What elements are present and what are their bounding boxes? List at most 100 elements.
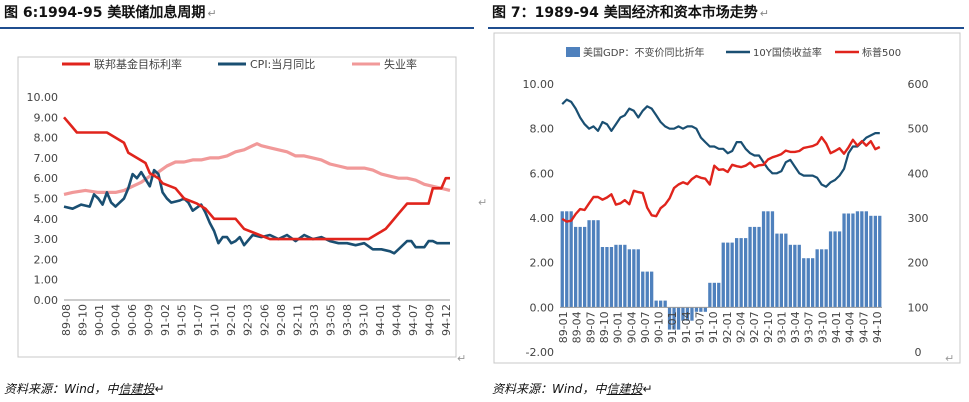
gdp-bar — [770, 211, 775, 308]
gdp-bar — [811, 258, 815, 308]
figure6-source-note: 资料来源：Wind，中信建投↵ — [4, 382, 165, 396]
legend-label: 美国GDP：不变价同比折年 — [583, 46, 704, 59]
figure7-header-rule — [488, 27, 964, 29]
gdp-bar — [708, 282, 712, 308]
chart-frame — [17, 56, 457, 358]
x-tick-label: 92-01 — [721, 311, 734, 343]
y-tick-label: 5.00 — [34, 193, 59, 206]
x-tick-label: 89-01 — [557, 311, 570, 343]
gdp-bar — [694, 307, 699, 312]
x-tick-label: 94-10 — [871, 311, 884, 343]
gdp-bar — [726, 242, 730, 308]
gdp-bar — [703, 307, 707, 312]
y-tick-label: 0.00 — [34, 294, 59, 307]
gdp-bar — [560, 211, 564, 308]
legend-label: 联邦基金目标利率 — [94, 57, 182, 71]
gdp-bar — [864, 211, 868, 308]
y2-tick-label: 600 — [908, 78, 929, 91]
x-tick-label: 90-06 — [126, 304, 139, 336]
x-tick-label: 91-10 — [209, 304, 222, 336]
gdp-bar — [752, 226, 757, 308]
gdp-bar — [820, 249, 824, 308]
y2-tick-label: 500 — [908, 123, 929, 136]
y2-tick-label: 100 — [908, 301, 929, 314]
gdp-bar — [837, 231, 842, 308]
figure7-chart: 美国GDP：不变价同比折年 10Y国债收益率 标普500 10.00 8.00 6.00 4… — [493, 32, 961, 364]
gdp-bar — [685, 307, 690, 321]
x-tick-label: 93-07 — [803, 311, 816, 343]
x-tick-label: 91-02 — [159, 304, 172, 336]
gdp-bar — [721, 242, 725, 308]
y-tick-label: 0.00 — [530, 301, 555, 314]
figure7-source-note: 资料来源：Wind，中信建投↵ — [492, 382, 653, 396]
gdp-bar — [748, 226, 752, 308]
x-tick-label: 94-04 — [844, 311, 857, 343]
gdp-bar — [641, 271, 645, 308]
gdp-bar — [663, 300, 667, 308]
y-tick-label: 2.00 — [530, 257, 555, 270]
x-tick-label: 94-07 — [407, 304, 420, 336]
y-tick-label: 8.00 — [34, 132, 59, 145]
x-tick-label: 94-09 — [423, 304, 436, 336]
paragraph-mark: ↵ — [457, 352, 467, 365]
x-tick-label: 93-08 — [341, 304, 354, 336]
gdp-bar — [846, 213, 851, 308]
figure6-header: 图 6:1994-95 美联储加息周期 ↵ — [4, 5, 217, 21]
gdp-bar — [565, 211, 569, 308]
legend-label: 10Y国债收益率 — [753, 46, 822, 59]
y-tick-label: 4.00 — [530, 212, 555, 225]
gdp-bar — [766, 211, 770, 308]
sp500-line — [561, 136, 881, 223]
x-tick-label: 90-01 — [612, 311, 625, 343]
legend-label: 标普500 — [862, 46, 901, 59]
x-tick-label: 89-07 — [584, 311, 597, 343]
gdp-bar — [815, 249, 819, 308]
figure7-header: 图 7：1989-94 美国经济和资本市场走势 ↵ — [492, 5, 769, 21]
gdp-bar — [824, 249, 828, 308]
gdp-bar — [645, 271, 649, 308]
y2-tick-label: 400 — [908, 167, 929, 180]
gdp-bar — [618, 244, 622, 308]
x-tick-label: 91-07 — [694, 311, 707, 343]
gdp-bar — [735, 238, 739, 308]
x-tick-label: 94-01 — [374, 304, 387, 336]
gdp-bar — [699, 307, 703, 312]
x-tick-label: 92-06 — [258, 304, 271, 336]
x-tick-label: 89-08 — [60, 304, 73, 336]
gdp-bar — [775, 233, 779, 308]
x-tick-label: 90-04 — [625, 311, 638, 343]
y-tick-label: 2.00 — [34, 253, 59, 266]
gdp-bar — [681, 307, 685, 321]
x-tick-label: 89-10 — [77, 304, 90, 336]
gdp-bar — [851, 213, 855, 308]
gdp-bar — [730, 242, 734, 308]
x-tick-label: 93-05 — [324, 304, 337, 336]
gdp-bar — [627, 249, 631, 308]
gdp-bar — [873, 215, 877, 308]
gdp-bar — [797, 244, 801, 308]
paragraph-mark: ↵ — [478, 196, 488, 209]
gdp-bar — [793, 244, 797, 308]
x-tick-label: 94-12 — [440, 304, 453, 336]
y2-tick-label: 300 — [908, 212, 929, 225]
y-tick-label: 9.00 — [34, 111, 59, 124]
x-tick-label: 90-10 — [653, 311, 666, 343]
gdp-bar — [690, 307, 694, 321]
figure6-chart: 联邦基金目标利率 CPI:当月同比 失业率 10.00 9.00 8.00 7.00 6.00… — [17, 56, 457, 358]
y-tick-label: 4.00 — [34, 213, 59, 226]
x-tick-label: 89-04 — [571, 311, 584, 343]
x-tick-label: 93-04 — [789, 311, 802, 343]
series-line-2 — [63, 142, 451, 196]
y-tick-label: 3.00 — [34, 233, 59, 246]
y-tick-label: 10.00 — [27, 91, 59, 104]
gdp-bar — [605, 247, 609, 308]
y-tick-label: 7.00 — [34, 152, 59, 165]
x-tick-label: 94-04 — [390, 304, 403, 336]
gdp-bar — [779, 233, 783, 308]
x-tick-label: 90-07 — [639, 311, 652, 343]
gdp-bar — [609, 247, 614, 308]
gdp-bar — [757, 226, 761, 308]
treasury-yield-line — [561, 98, 880, 188]
y-tick-label: 10.00 — [523, 78, 555, 91]
x-tick-label: 92-08 — [275, 304, 288, 336]
